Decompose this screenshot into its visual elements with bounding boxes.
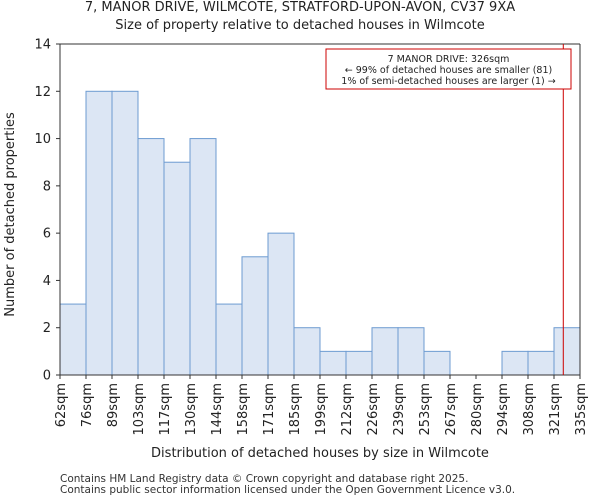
chart-title-line1: 7, MANOR DRIVE, WILMCOTE, STRATFORD-UPON…	[84, 0, 516, 15]
annotation-line-3: 1% of semi-detached houses are larger (1…	[341, 76, 555, 87]
bar-8	[267, 232, 295, 376]
x-axis-label: Distribution of detached houses by size …	[151, 446, 489, 461]
histogram-chart: 0 2 4 6 8 10 12 14 62sqm 76sqm 89sqm 103sqm 117sqm 13…	[3, 38, 589, 462]
x-tick-label: 267sqm	[444, 383, 459, 436]
footer-licence: Contains public sector information licen…	[60, 484, 516, 496]
annotation-line-1: 7 MANOR DRIVE: 326sqm	[388, 54, 510, 65]
y-axis-label: Number of detached properties	[3, 112, 18, 317]
annotation-box	[325, 48, 572, 90]
bar-12	[371, 327, 399, 376]
x-tick-label: 117sqm	[158, 383, 173, 436]
bar-18	[527, 350, 555, 376]
bar-9	[293, 327, 321, 376]
bar-19	[553, 327, 581, 376]
y-tick-label: 2	[43, 321, 51, 336]
x-tick-label: 89sqm	[106, 383, 121, 427]
footer-copyright: Contains HM Land Registry data © Crown c…	[60, 473, 469, 485]
y-tick-label: 8	[43, 179, 51, 194]
y-tick-label: 12	[34, 85, 51, 100]
x-tick-label: 335sqm	[574, 383, 589, 436]
bar-4	[163, 161, 191, 376]
x-tick-label: 185sqm	[288, 383, 303, 436]
bar-7	[241, 256, 269, 376]
x-tick-label: 144sqm	[210, 383, 225, 436]
bar-3	[137, 138, 165, 376]
bar-5	[189, 138, 217, 376]
bar-0	[59, 303, 87, 376]
x-tick-label: 226sqm	[366, 383, 381, 436]
x-tick-label: 239sqm	[392, 383, 407, 436]
bar-1	[85, 90, 113, 376]
bar-10	[319, 350, 347, 376]
y-tick-label: 14	[34, 38, 51, 53]
x-tick-label: 308sqm	[522, 383, 537, 436]
x-tick-label: 76sqm	[80, 383, 95, 427]
x-tick-label: 199sqm	[314, 383, 329, 436]
x-tick-label: 294sqm	[496, 383, 511, 436]
bar-11	[345, 350, 373, 376]
x-tick-label: 253sqm	[418, 383, 433, 436]
bar-6	[215, 303, 243, 376]
x-tick-label: 62sqm	[54, 383, 69, 427]
y-tick-label: 4	[43, 274, 51, 289]
y-tick-label: 6	[43, 227, 51, 242]
bar-14	[423, 350, 451, 376]
x-tick-label: 103sqm	[132, 383, 147, 436]
bar-17	[501, 350, 529, 376]
bar-2	[111, 90, 139, 376]
x-tick-label: 280sqm	[470, 383, 485, 436]
bar-13	[397, 327, 425, 376]
annotation-line-2: ← 99% of detached houses are smaller (81…	[345, 65, 552, 76]
x-tick-label: 321sqm	[548, 383, 563, 436]
chart-title-line2: Size of property relative to detached ho…	[115, 18, 485, 33]
x-tick-label: 212sqm	[340, 383, 355, 436]
y-tick-label: 0	[43, 369, 51, 384]
x-tick-label: 130sqm	[184, 383, 199, 436]
x-tick-label: 158sqm	[236, 383, 251, 436]
y-tick-label: 10	[34, 132, 51, 147]
x-tick-label: 171sqm	[262, 383, 277, 436]
